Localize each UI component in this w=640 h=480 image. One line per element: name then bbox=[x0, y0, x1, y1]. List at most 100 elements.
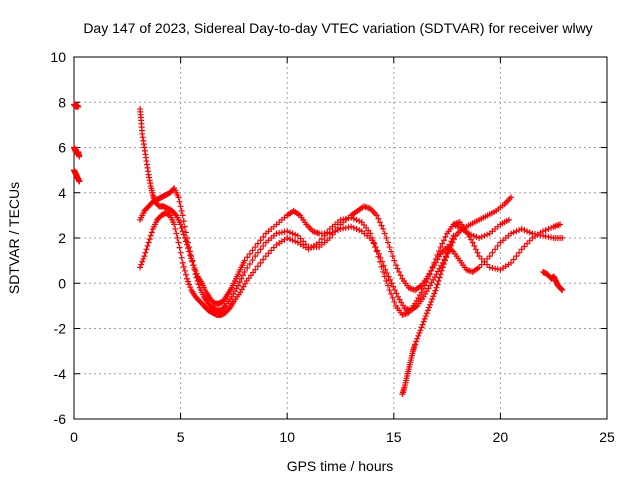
data-point bbox=[413, 338, 420, 345]
data-point bbox=[376, 219, 383, 226]
data-point bbox=[426, 271, 433, 278]
data-point bbox=[246, 250, 253, 257]
series-trace-a bbox=[71, 101, 82, 110]
data-point bbox=[353, 216, 360, 223]
y-tick-label: 6 bbox=[58, 140, 66, 156]
data-point bbox=[444, 250, 451, 257]
data-point bbox=[182, 229, 189, 236]
data-point bbox=[137, 264, 144, 271]
data-point bbox=[183, 275, 190, 282]
data-point bbox=[241, 257, 248, 264]
data-point bbox=[181, 267, 188, 274]
data-point bbox=[436, 274, 443, 281]
data-point bbox=[270, 244, 277, 251]
data-point bbox=[540, 228, 547, 235]
data-point bbox=[384, 282, 391, 289]
data-point bbox=[334, 224, 341, 231]
data-point bbox=[423, 310, 430, 317]
data-point bbox=[178, 207, 185, 214]
data-point bbox=[257, 246, 264, 253]
data-point bbox=[143, 246, 150, 253]
data-point bbox=[356, 227, 363, 234]
data-point bbox=[76, 178, 83, 185]
series-trace-c bbox=[71, 167, 83, 185]
data-point bbox=[423, 279, 430, 286]
data-point bbox=[545, 225, 552, 232]
data-point bbox=[318, 236, 325, 243]
data-point bbox=[175, 194, 182, 201]
y-tick-label: -4 bbox=[54, 366, 67, 382]
data-point bbox=[239, 272, 246, 279]
data-point bbox=[188, 253, 195, 260]
data-point bbox=[350, 224, 357, 231]
data-point bbox=[394, 265, 401, 272]
data-point bbox=[484, 231, 491, 238]
data-point bbox=[397, 272, 404, 279]
data-point bbox=[510, 256, 517, 263]
data-point bbox=[425, 304, 432, 311]
data-point bbox=[235, 282, 242, 289]
data-point bbox=[348, 214, 355, 221]
data-point bbox=[332, 228, 339, 235]
x-tick-label: 5 bbox=[177, 429, 185, 445]
data-point bbox=[440, 237, 447, 244]
data-point bbox=[516, 227, 523, 234]
data-point bbox=[174, 235, 181, 241]
data-point bbox=[173, 230, 180, 237]
data-point bbox=[508, 194, 515, 201]
data-point bbox=[424, 275, 431, 282]
data-point bbox=[439, 240, 446, 247]
data-point bbox=[441, 257, 448, 264]
data-point bbox=[421, 315, 428, 322]
data-point bbox=[292, 238, 299, 245]
data-point bbox=[414, 335, 421, 342]
data-point bbox=[177, 203, 184, 210]
data-point bbox=[438, 267, 445, 274]
data-point bbox=[415, 332, 422, 339]
data-point bbox=[260, 242, 267, 249]
data-point bbox=[419, 321, 426, 328]
data-point bbox=[179, 228, 186, 235]
data-point bbox=[171, 221, 178, 228]
data-point bbox=[518, 225, 525, 232]
data-point bbox=[474, 249, 481, 256]
data-point bbox=[326, 235, 333, 241]
data-point bbox=[421, 282, 428, 289]
data-point bbox=[179, 259, 186, 266]
grid bbox=[74, 57, 607, 419]
data-point bbox=[286, 229, 293, 236]
data-point bbox=[473, 233, 480, 240]
axis-ticks: 0 5 10 15 20 25 -6 -4 -2 0 2 4 6 8 10 bbox=[50, 49, 615, 445]
data-point bbox=[321, 232, 328, 239]
data-point bbox=[392, 262, 399, 269]
data-point bbox=[144, 242, 151, 249]
x-tick-label: 25 bbox=[599, 429, 615, 445]
data-point bbox=[524, 240, 531, 247]
data-point bbox=[257, 259, 264, 266]
data-point bbox=[433, 284, 440, 291]
data-point bbox=[412, 341, 419, 348]
data-point bbox=[257, 237, 264, 244]
data-point bbox=[348, 223, 355, 230]
data-point bbox=[192, 271, 199, 278]
data-point bbox=[391, 287, 398, 294]
data-point bbox=[185, 278, 192, 285]
data-point bbox=[381, 273, 388, 280]
x-tick-label: 10 bbox=[279, 429, 295, 445]
data-point bbox=[265, 250, 272, 257]
data-point bbox=[418, 324, 425, 331]
data-point bbox=[376, 258, 383, 265]
data-point bbox=[329, 231, 336, 238]
data-point bbox=[284, 228, 291, 235]
data-point bbox=[389, 294, 396, 301]
data-point bbox=[508, 259, 515, 266]
data-point bbox=[190, 262, 197, 269]
data-point bbox=[484, 255, 491, 262]
data-point bbox=[185, 245, 192, 252]
data-point bbox=[140, 255, 147, 262]
data-point bbox=[481, 232, 488, 239]
data-point bbox=[526, 237, 533, 244]
data-point bbox=[420, 318, 427, 325]
data-point bbox=[386, 287, 393, 294]
y-tick-label: -2 bbox=[54, 321, 67, 337]
